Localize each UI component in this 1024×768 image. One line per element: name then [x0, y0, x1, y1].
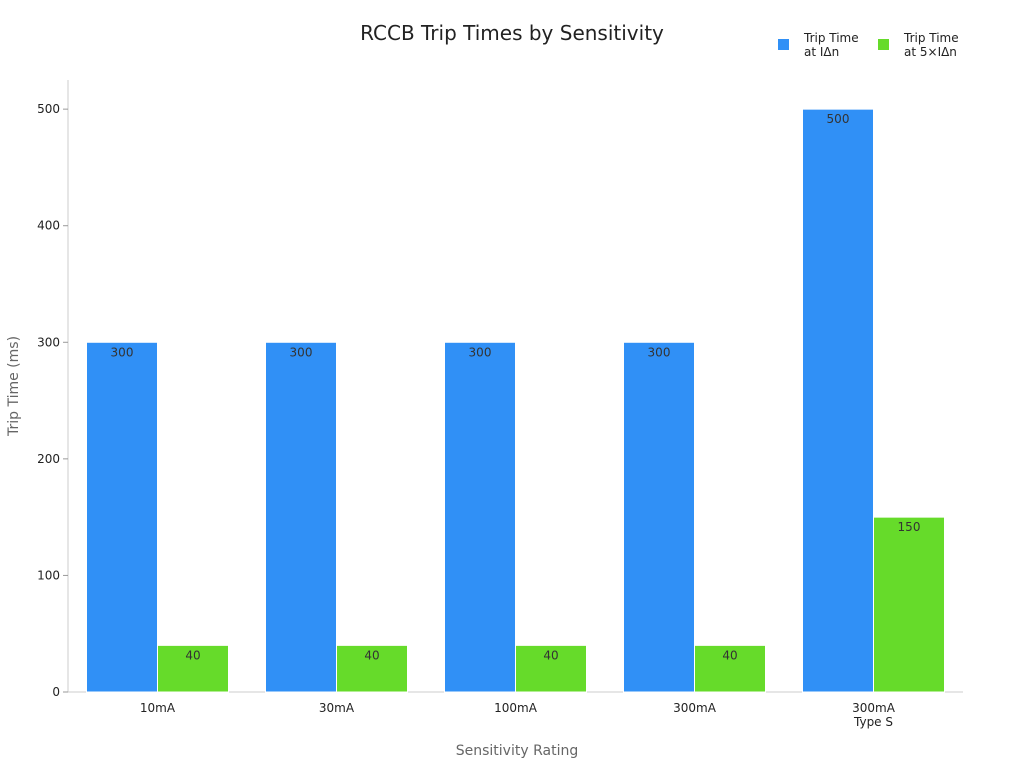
value-label: 300 [111, 345, 134, 359]
value-label: 500 [827, 112, 850, 126]
value-label: 300 [290, 345, 313, 359]
value-label: 40 [543, 648, 558, 662]
legend-label: Trip Time at 5×IΔn [903, 31, 959, 59]
value-label: 40 [722, 648, 737, 662]
x-tick-label: 100mA [494, 701, 538, 715]
bar [873, 516, 945, 693]
bar [515, 644, 587, 693]
x-tick-label: 10mA [140, 701, 176, 715]
y-tick-label: 500 [37, 102, 60, 116]
value-label: 40 [364, 648, 379, 662]
value-label: 40 [185, 648, 200, 662]
x-tick-label: 30mA [319, 701, 355, 715]
y-tick-label: 200 [37, 452, 60, 466]
y-axis-label: Trip Time (ms) [6, 336, 22, 437]
legend-label: Trip Time at IΔn [803, 31, 859, 59]
bar [157, 644, 229, 693]
bar [623, 341, 695, 693]
value-label: 300 [469, 345, 492, 359]
y-tick-label: 0 [52, 685, 60, 699]
bar [444, 341, 516, 693]
y-tick-label: 400 [37, 219, 60, 233]
x-axis-label: Sensitivity Rating [456, 743, 578, 759]
y-tick-label: 300 [37, 335, 60, 349]
y-tick-label: 100 [37, 568, 60, 582]
chart-title: RCCB Trip Times by Sensitivity [360, 21, 664, 45]
bar [694, 644, 766, 693]
x-tick-label: 300mA Type S [852, 701, 896, 729]
bar [86, 341, 158, 693]
value-label: 300 [648, 345, 671, 359]
legend-swatch [878, 39, 889, 50]
legend-swatch [778, 39, 789, 50]
value-label: 150 [898, 520, 921, 534]
x-tick-label: 300mA [673, 701, 717, 715]
bar [265, 341, 337, 693]
bar [336, 644, 408, 693]
bar [802, 108, 874, 693]
